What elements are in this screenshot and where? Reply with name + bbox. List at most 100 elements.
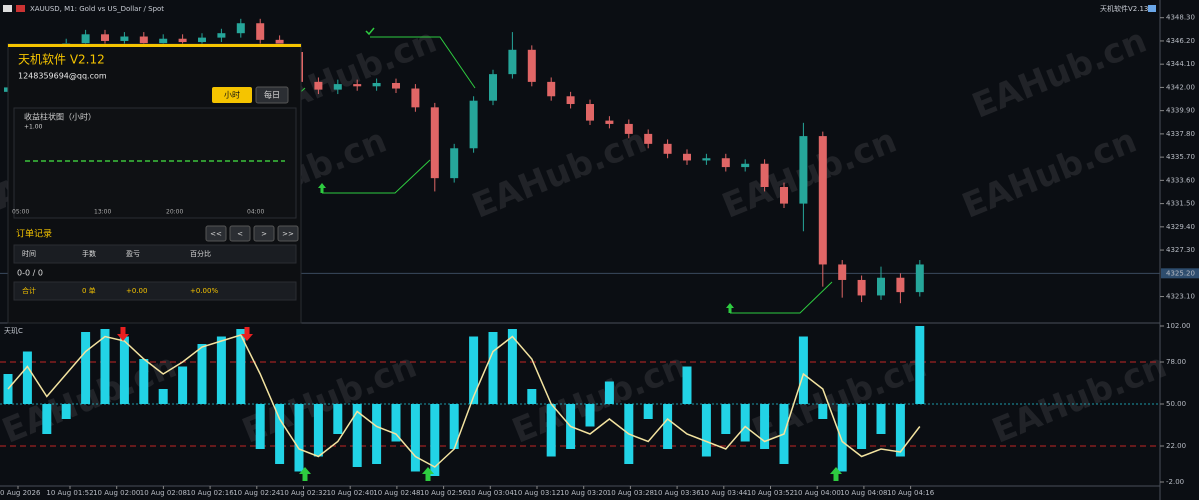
tab-label[interactable]: 小时 <box>224 90 240 100</box>
current-price-label: 4325.20 <box>1166 269 1195 277</box>
candle-body <box>896 277 905 293</box>
histogram-bar <box>876 404 886 434</box>
candle-body <box>857 279 866 296</box>
mini-chart-time: 13:00 <box>94 209 111 216</box>
histogram-bar <box>391 404 401 442</box>
histogram-bar <box>895 404 905 457</box>
time-label: 10 Aug 01:52 <box>46 489 93 497</box>
candle-body <box>333 84 342 90</box>
candle-body <box>624 123 633 134</box>
histogram-bar <box>760 404 770 449</box>
candle-body <box>198 37 206 43</box>
current-price-box <box>1161 268 1199 279</box>
histogram-bar <box>158 389 168 404</box>
table-header <box>13 244 297 264</box>
price-label: 4333.60 <box>1166 176 1195 184</box>
histogram-bar <box>701 404 711 457</box>
time-label: 10 Aug 02:24 <box>233 489 281 497</box>
nav-button[interactable] <box>277 225 299 242</box>
histogram-bar <box>61 404 71 419</box>
time-label: 10 Aug 02:40 <box>327 489 374 497</box>
candle-body <box>450 148 459 179</box>
histogram-bar <box>100 329 110 404</box>
time-label: 10 Aug 03:12 <box>513 489 560 497</box>
histogram-bar <box>216 336 226 404</box>
histogram-bar <box>915 326 925 404</box>
histogram-bar <box>333 404 343 434</box>
totals-cell: +0.00% <box>190 287 218 295</box>
histogram-bar <box>275 404 285 464</box>
panel-title: 天机软件 V2.12 <box>18 53 105 67</box>
nav-button[interactable] <box>229 225 251 242</box>
candle-body <box>818 136 827 265</box>
tab-button[interactable] <box>255 86 289 104</box>
histogram-bar <box>527 389 537 404</box>
summary: 0-0 / 0 <box>17 269 43 278</box>
table-header-cell: 盈亏 <box>126 250 140 258</box>
histogram-bar <box>197 344 207 404</box>
histogram-bar <box>682 366 692 404</box>
candle-body <box>915 264 924 293</box>
nav-label[interactable]: > <box>261 230 267 238</box>
histogram-bar <box>818 404 828 419</box>
histogram-bar <box>721 404 731 434</box>
window-icon <box>16 5 25 12</box>
price-label: 4346.20 <box>1166 37 1195 45</box>
nav-label[interactable]: >> <box>282 230 294 238</box>
histogram-bar <box>22 351 32 404</box>
candle-body <box>217 33 226 38</box>
histogram-bar <box>740 404 750 442</box>
candle-body <box>586 104 594 121</box>
histogram-bar <box>798 336 808 404</box>
panel-accent <box>8 44 301 47</box>
price-label: 4342.00 <box>1166 83 1195 91</box>
time-label: 10 Aug 02:48 <box>373 489 420 497</box>
mini-chart-time: 04:00 <box>247 209 264 216</box>
totals-cell: 0 单 <box>82 286 96 295</box>
candle-body <box>721 158 730 168</box>
histogram-bar <box>178 366 188 404</box>
oscillator-line <box>7 334 921 468</box>
time-label: 10 Aug 03:44 <box>700 489 748 497</box>
histogram-bar <box>488 332 498 404</box>
candle-body <box>139 36 148 44</box>
histogram-bar <box>604 381 614 404</box>
totals-row <box>13 281 297 301</box>
candle-body <box>683 153 691 161</box>
candle-body <box>527 49 536 82</box>
candle-body <box>508 49 517 75</box>
tab-button[interactable] <box>212 87 252 103</box>
candle-body <box>547 81 556 97</box>
candle-body <box>372 82 381 87</box>
check-mark <box>365 27 375 36</box>
tab-label[interactable]: 每日 <box>264 90 280 100</box>
nav-label[interactable]: < <box>237 230 243 238</box>
candle-body <box>353 84 362 87</box>
histogram-bar <box>585 404 595 427</box>
histogram-bar <box>857 404 867 449</box>
time-label: 10 Aug 04:00 <box>794 489 841 497</box>
histogram-bar <box>119 336 129 404</box>
candle-body <box>877 277 885 296</box>
candle-body <box>159 38 168 44</box>
brand-icon <box>1148 5 1156 12</box>
time-label: 10 Aug 04:16 <box>887 489 935 497</box>
nav-button[interactable] <box>205 225 227 242</box>
price-label: 4327.30 <box>1166 246 1195 254</box>
nav-label[interactable]: << <box>210 230 222 238</box>
buy-arrow <box>726 303 734 313</box>
mini-chart <box>13 107 297 219</box>
buy-arrow <box>830 467 842 481</box>
histogram-bar <box>449 404 459 449</box>
time-label: 10 Aug 02:00 <box>93 489 140 497</box>
candle-body <box>256 23 265 40</box>
time-label: 10 Aug 03:52 <box>747 489 794 497</box>
time-label: 10 Aug 2026 <box>0 489 41 497</box>
histogram-bar <box>507 329 517 404</box>
ind-tick-label: -2.00 <box>1166 478 1184 486</box>
candle-body <box>101 34 109 41</box>
candle-body <box>392 82 400 89</box>
ind-tick-label: 22.00 <box>1166 442 1186 450</box>
nav-button[interactable] <box>253 225 275 242</box>
